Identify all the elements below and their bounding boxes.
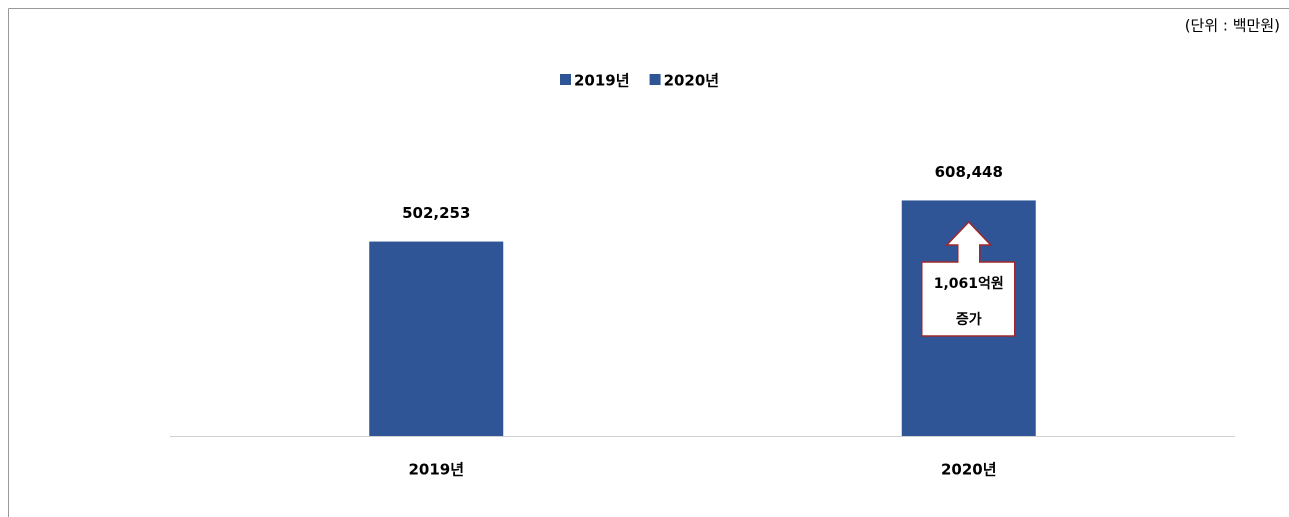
unit-note: (단위 : 백만원) bbox=[1185, 17, 1280, 35]
x-tick-label: 2019년 bbox=[408, 461, 464, 479]
legend-swatch bbox=[649, 74, 661, 85]
value-label: 502,253 bbox=[402, 204, 470, 222]
legend-label: 2020년 bbox=[664, 72, 720, 90]
legend-label: 2019년 bbox=[574, 72, 630, 90]
legend-swatch bbox=[560, 74, 571, 85]
annotation-text: 1,061억원 bbox=[934, 276, 1004, 292]
annotation-text: 증가 bbox=[956, 312, 982, 328]
value-label: 608,448 bbox=[935, 163, 1003, 181]
annotation-arrow bbox=[921, 220, 1016, 337]
x-tick-label: 2020년 bbox=[941, 461, 997, 479]
bar bbox=[369, 241, 504, 436]
